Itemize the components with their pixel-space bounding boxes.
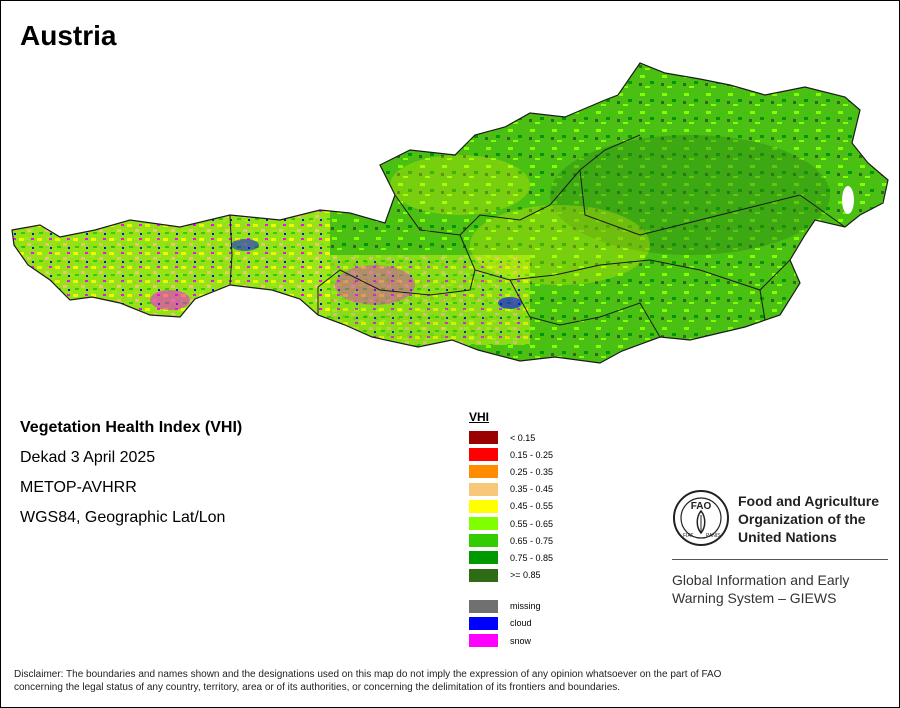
fao-logo: FAO FIAT PANIS (673, 490, 729, 546)
map-info: Vegetation Health Index (VHI) Dekad 3 Ap… (20, 413, 242, 533)
legend-label: >= 0.85 (510, 570, 541, 581)
legend-item: missing (469, 598, 553, 615)
legend-item: 0.45 - 0.55 (469, 498, 553, 515)
legend-swatch (469, 499, 498, 513)
legend-swatch (469, 599, 498, 613)
disclaimer: Disclaimer: The boundaries and names sho… (14, 668, 886, 694)
legend-item: 0.15 - 0.25 (469, 446, 553, 463)
sensor-label: METOP-AVHRR (20, 479, 137, 496)
legend-label: 0.45 - 0.55 (510, 501, 554, 512)
legend-label: 0.75 - 0.85 (510, 552, 554, 563)
legend-item: 0.75 - 0.85 (469, 549, 553, 566)
country-map (11, 62, 889, 364)
index-name: Vegetation Health Index (VHI) (20, 419, 243, 436)
disclaimer-line1: Disclaimer: The boundaries and names sho… (14, 669, 722, 680)
legend-item: >= 0.85 (469, 567, 553, 584)
vhi-raster (12, 63, 888, 363)
legend-label: 0.65 - 0.75 (510, 535, 554, 546)
legend-swatch (469, 431, 498, 445)
giews-label: Global Information and Early Warning Sys… (672, 571, 892, 607)
legend-item: < 0.15 (469, 429, 553, 446)
legend-swatch (469, 634, 498, 648)
legend-label: 0.15 - 0.25 (510, 449, 554, 460)
legend-label: missing (510, 601, 541, 612)
legend-swatch (469, 482, 498, 496)
legend-item: 0.35 - 0.45 (469, 481, 553, 498)
legend-item: 0.55 - 0.65 (469, 515, 553, 532)
divider (672, 559, 888, 560)
legend-swatch (469, 465, 498, 479)
giews-line2: Warning System – GIEWS (672, 590, 837, 606)
legend-swatch (469, 517, 498, 531)
legend-item: 0.65 - 0.75 (469, 532, 553, 549)
legend-swatch (469, 448, 498, 462)
legend-classes: < 0.15 0.15 - 0.25 0.25 - 0.35 0.35 - 0.45 0… (469, 429, 553, 584)
legend-swatch (469, 534, 498, 548)
legend-label: cloud (510, 618, 532, 629)
legend-swatch (469, 616, 498, 630)
legend-label: snow (510, 635, 532, 646)
disclaimer-line2: concerning the legal status of any count… (14, 682, 621, 693)
legend-label: 0.25 - 0.35 (510, 466, 554, 477)
legend-label: < 0.15 (510, 432, 536, 443)
province-boundaries (229, 134, 846, 338)
period-label: Dekad 3 April 2025 (20, 449, 156, 466)
fao-logo-motto-right: PANIS (706, 533, 721, 539)
fao-name-line1: Food and Agriculture (738, 493, 880, 509)
fao-name-line2: Organization of the (738, 511, 866, 527)
fao-name: Food and Agriculture Organization of the… (738, 492, 898, 546)
fao-logo-motto-left: FIAT (683, 533, 693, 539)
legend-swatch (469, 551, 498, 565)
legend-label: 0.35 - 0.45 (510, 484, 554, 495)
map-title: Austria (20, 20, 117, 51)
legend-label: 0.55 - 0.65 (510, 518, 554, 529)
fao-name-line3: United Nations (738, 529, 837, 545)
legend-special: missing cloud snow (469, 598, 553, 650)
legend-title: VHI (469, 410, 490, 424)
legend-item: cloud (469, 615, 553, 632)
fao-logo-text: FAO (691, 501, 712, 512)
giews-line1: Global Information and Early (672, 572, 850, 588)
legend-item: 0.25 - 0.35 (469, 463, 553, 480)
legend-swatch (469, 568, 498, 582)
projection-label: WGS84, Geographic Lat/Lon (20, 509, 226, 526)
legend-item: snow (469, 632, 553, 649)
map-legend: VHI < 0.15 0.15 - 0.25 0.25 - 0.35 0.35 - 0… (469, 410, 553, 649)
